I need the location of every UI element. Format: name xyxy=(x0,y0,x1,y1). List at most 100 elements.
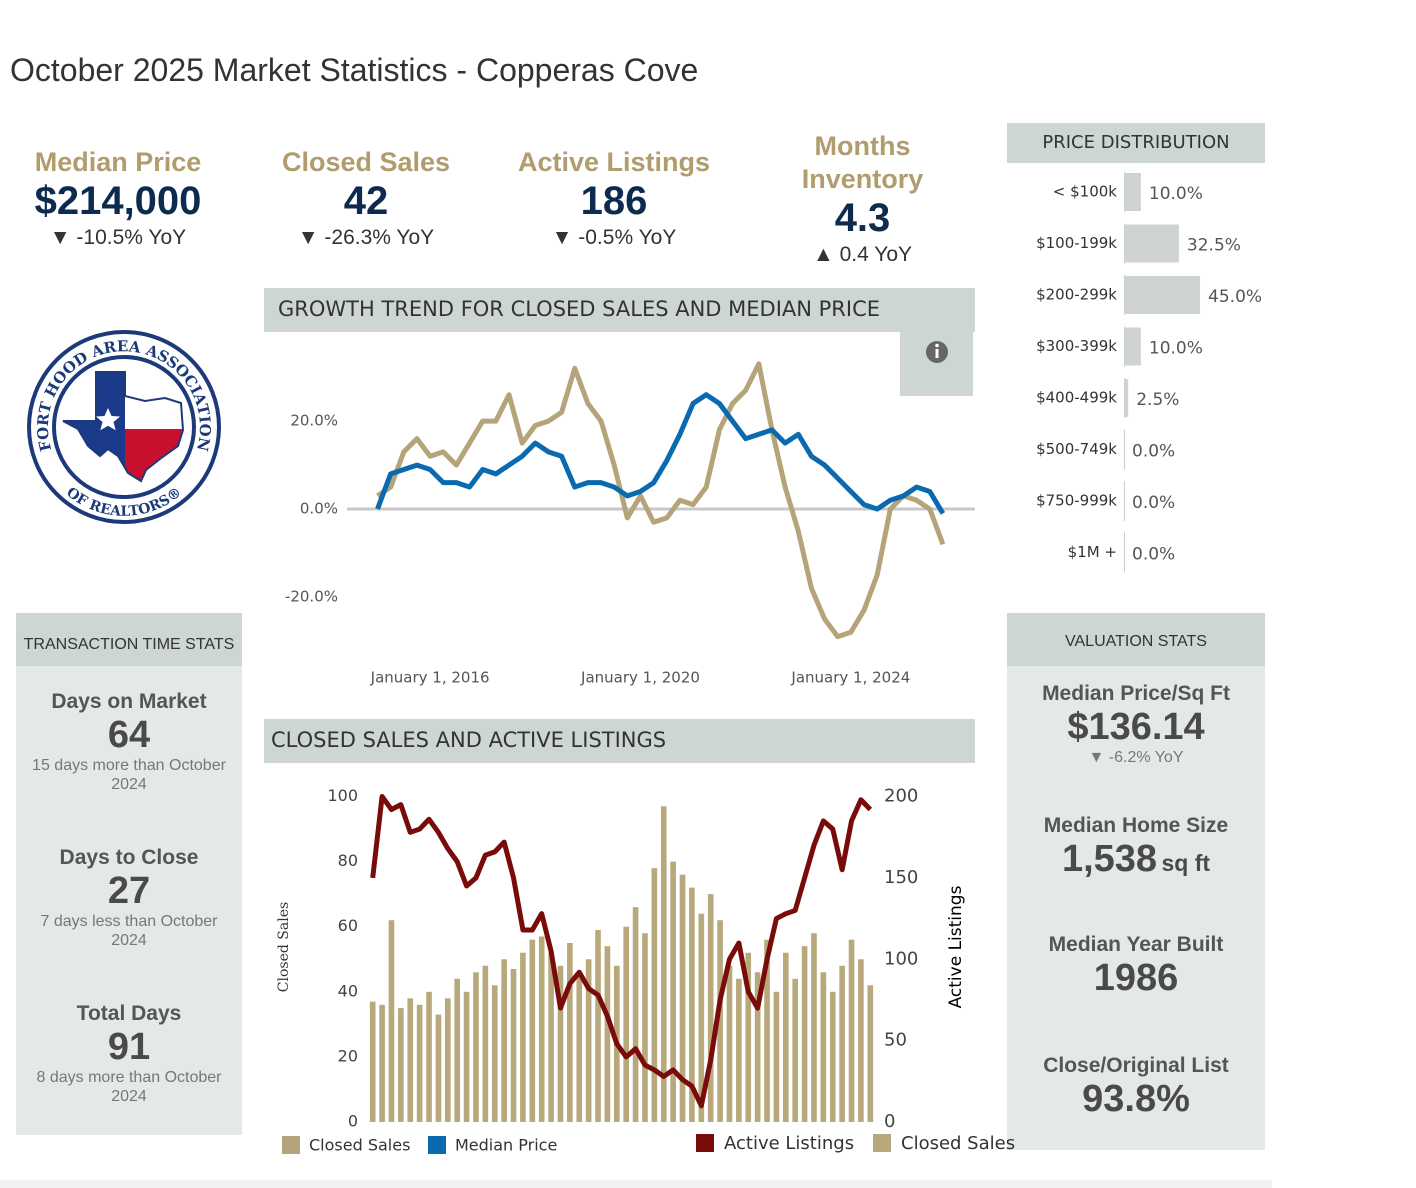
bar xyxy=(604,946,611,1122)
bar xyxy=(567,942,573,1122)
bar xyxy=(1124,276,1201,314)
category-label: $1M + xyxy=(1068,543,1117,561)
series-line xyxy=(375,392,946,515)
kpi-change: ▼ -0.5% YoY xyxy=(551,226,677,249)
stat-label: Days to Close xyxy=(59,846,199,869)
bar xyxy=(632,907,639,1122)
value-label: 0.0% xyxy=(1132,442,1175,462)
bar xyxy=(1124,327,1141,366)
stat-value: 1986 xyxy=(1093,957,1179,999)
stat-note: 8 days more than October 2024 xyxy=(36,1069,222,1105)
stat-value: $136.14 xyxy=(1067,706,1205,748)
bar xyxy=(689,887,695,1122)
y-tick-label: 80 xyxy=(338,851,358,870)
series-line xyxy=(370,794,873,1109)
value-label: 32.5% xyxy=(1187,236,1241,256)
category-label: $750-999k xyxy=(1036,492,1117,510)
bar xyxy=(510,969,517,1122)
chart-title: PRICE DISTRIBUTION xyxy=(1042,132,1229,153)
y-tick-label: 20 xyxy=(338,1046,358,1065)
panel-title: TRANSACTION TIME STATS xyxy=(23,636,235,653)
stat-label: Close/Original List xyxy=(1043,1054,1229,1077)
y-tick-label: 60 xyxy=(338,916,358,935)
bar xyxy=(482,965,489,1122)
x-tick-label: January 1, 2020 xyxy=(580,669,700,687)
bar xyxy=(444,998,451,1122)
texas-star xyxy=(96,408,120,431)
stat: Median Year Built 1986 xyxy=(1007,933,1265,999)
bar xyxy=(736,978,742,1122)
kpi-label: Active Listings xyxy=(517,147,711,177)
bar xyxy=(660,806,667,1122)
stat-value: 64 xyxy=(107,714,151,756)
stat-label: Median Home Size xyxy=(1043,814,1229,837)
bar xyxy=(557,965,564,1122)
y2-axis-label: Active Listings xyxy=(946,885,966,1008)
stat: Days to Close 27 7 days less than Octobe… xyxy=(26,846,232,950)
legend-label: Closed Sales xyxy=(901,1133,1015,1154)
legend-label: Closed Sales xyxy=(309,1136,410,1155)
stat-label: Total Days xyxy=(76,1002,182,1025)
info-icon-stem xyxy=(935,349,939,358)
value-label: 45.0% xyxy=(1208,287,1262,307)
bar xyxy=(435,1014,442,1122)
legend-label: Active Listings xyxy=(724,1133,854,1154)
category-label: $400-499k xyxy=(1036,389,1117,407)
bar xyxy=(463,991,470,1122)
value-label: 0.0% xyxy=(1132,545,1175,565)
bar xyxy=(369,1001,376,1122)
bar xyxy=(764,939,770,1122)
kpi-label: Months Inventory xyxy=(801,131,924,194)
stat: Days on Market 64 15 days more than Octo… xyxy=(26,690,232,794)
y2-tick-label: 50 xyxy=(884,1030,907,1051)
bar xyxy=(623,926,630,1122)
y-tick-label: 40 xyxy=(338,981,358,1000)
bar xyxy=(576,972,583,1122)
bar xyxy=(388,920,395,1122)
chart-header xyxy=(264,288,975,332)
bar xyxy=(773,991,780,1122)
bar xyxy=(820,972,827,1122)
kpi-value: $214,000 xyxy=(34,179,202,223)
kpi-label: Median Price xyxy=(34,147,202,177)
info-icon-dot xyxy=(935,343,939,348)
y-tick-label: 0.0% xyxy=(300,500,338,518)
transaction-panel xyxy=(16,613,242,1135)
category-label: $300-399k xyxy=(1036,337,1117,355)
legend-swatch xyxy=(696,1134,714,1152)
bar xyxy=(782,952,789,1122)
logo: FORT HOOD AREA ASSOCIATION OF REALTORS® xyxy=(27,330,221,524)
y-tick-label: 20.0% xyxy=(290,412,338,430)
bar xyxy=(529,939,536,1122)
value-label: 10.0% xyxy=(1149,339,1203,359)
bar xyxy=(867,985,874,1122)
bar xyxy=(1124,173,1141,211)
chart-title: CLOSED SALES AND ACTIVE LISTINGS xyxy=(271,728,666,752)
bar xyxy=(858,959,864,1122)
bar xyxy=(398,1008,404,1122)
stat: Median Home Size 1,538 sq ft xyxy=(1007,814,1265,880)
footer-strip xyxy=(0,1180,1272,1188)
category-label: $100-199k xyxy=(1036,234,1117,252)
y2-tick-label: 200 xyxy=(884,786,918,807)
stat-note: 7 days less than October 2024 xyxy=(40,913,218,949)
transaction-header xyxy=(16,613,242,666)
legend-swatch xyxy=(428,1136,446,1154)
legend-swatch xyxy=(282,1136,300,1154)
bar xyxy=(745,952,752,1122)
stat-value: 27 xyxy=(107,870,151,912)
value-label: 2.5% xyxy=(1136,390,1179,410)
bar xyxy=(585,959,592,1122)
bar xyxy=(707,894,714,1122)
valuation-panel xyxy=(1007,613,1265,1150)
stat-value: 91 xyxy=(107,1026,151,1068)
bar xyxy=(670,861,676,1122)
bar xyxy=(726,965,733,1122)
value-label: 10.0% xyxy=(1149,184,1203,204)
stat-note: 15 days more than October 2024 xyxy=(32,757,226,793)
bar xyxy=(679,874,686,1122)
bar xyxy=(454,978,461,1122)
kpi-change: ▼ -10.5% YoY xyxy=(49,226,187,249)
bar xyxy=(538,936,545,1122)
